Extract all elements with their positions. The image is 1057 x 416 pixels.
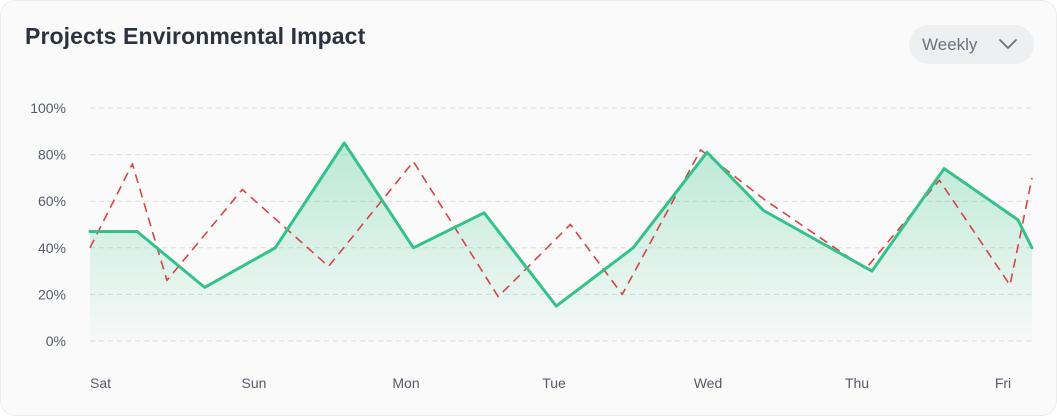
x-tick-label: Fri (995, 375, 1011, 391)
y-tick-label: 60% (38, 193, 66, 209)
y-tick-label: 80% (38, 147, 66, 163)
x-tick-label: Wed (694, 375, 723, 391)
chevron-down-icon (995, 36, 1021, 52)
x-tick-label: Mon (392, 375, 419, 391)
primary-series-area (90, 143, 1032, 341)
x-tick-label: Sat (90, 375, 111, 391)
period-dropdown-label: Weekly (922, 34, 978, 54)
x-tick-label: Thu (845, 375, 869, 391)
secondary-series-line (89, 149, 1033, 298)
y-tick-label: 100% (30, 100, 66, 116)
period-dropdown[interactable]: Weekly (909, 25, 1034, 64)
y-tick-label: 20% (38, 286, 66, 302)
y-tick-label: 0% (46, 333, 66, 349)
x-tick-label: Tue (542, 375, 566, 391)
y-tick-label: 40% (38, 240, 66, 256)
primary-series-line (88, 141, 1034, 308)
page-title: Projects Environmental Impact (25, 23, 366, 49)
x-tick-label: Sun (242, 375, 267, 391)
